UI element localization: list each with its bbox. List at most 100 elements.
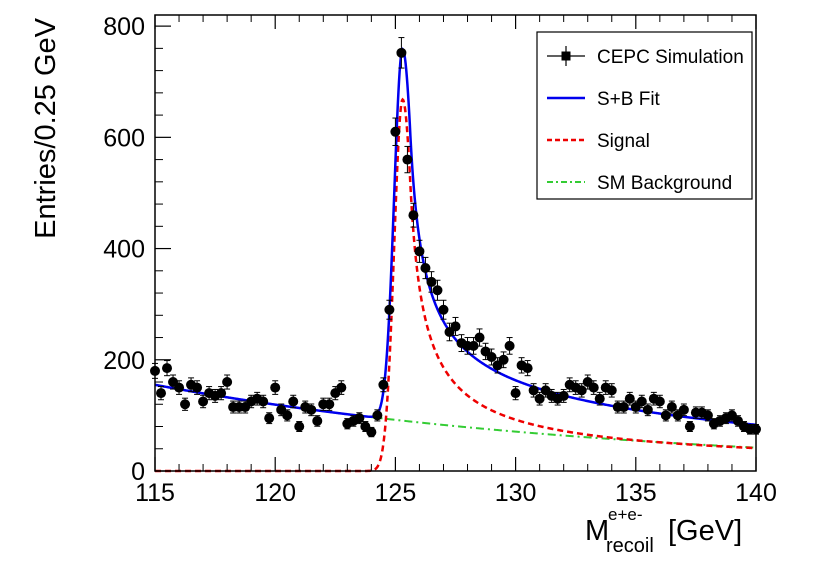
data-point — [576, 383, 587, 398]
data-point — [180, 397, 191, 411]
legend-entry: Signal — [547, 131, 650, 152]
data-point — [264, 412, 275, 425]
data-marker — [576, 385, 587, 396]
data-point — [384, 299, 395, 320]
data-marker — [468, 340, 479, 351]
data-marker — [258, 396, 269, 407]
axes: 115 120 125 130 135 140 0 200 400 600 800 — [103, 13, 777, 507]
data-point — [258, 394, 269, 409]
data-marker — [660, 410, 671, 421]
data-marker — [684, 421, 695, 432]
data-marker — [510, 388, 521, 399]
data-point — [402, 145, 413, 174]
data-point — [558, 388, 569, 403]
data-marker — [702, 410, 713, 421]
y-axis-title: Entries/0.25 GeV — [30, 17, 62, 238]
data-point — [288, 394, 299, 409]
data-point — [678, 403, 689, 417]
data-point — [636, 394, 647, 409]
data-point — [534, 391, 545, 406]
data-marker — [384, 304, 395, 315]
data-marker — [366, 427, 377, 438]
data-point — [468, 337, 479, 355]
data-marker — [618, 402, 629, 413]
data-marker — [378, 379, 389, 390]
data-point — [372, 409, 383, 422]
data-marker — [414, 246, 425, 257]
data-point — [684, 421, 695, 432]
data-marker — [156, 388, 167, 399]
data-marker — [354, 413, 365, 424]
x-tick-label: 140 — [735, 479, 777, 507]
plot-area — [150, 37, 761, 473]
data-point — [498, 351, 509, 369]
data-point — [336, 380, 347, 395]
legend-label: CEPC Simulation — [597, 47, 744, 68]
data-point — [594, 391, 605, 406]
data-point — [366, 426, 377, 438]
data-marker — [486, 352, 497, 362]
legend-entry: SM Background — [547, 173, 732, 194]
data-point — [438, 299, 449, 320]
y-tick-label: 600 — [103, 124, 145, 152]
data-point — [306, 403, 317, 417]
data-point — [474, 328, 485, 347]
x-axis-title-superscript: e+e- — [608, 505, 643, 524]
data-marker — [324, 399, 335, 410]
data-point — [660, 409, 671, 422]
data-point — [414, 239, 425, 263]
data-marker — [636, 396, 647, 407]
legend-marker — [561, 51, 571, 61]
data-point — [156, 386, 167, 401]
data-marker — [474, 332, 485, 343]
x-tick-label: 135 — [615, 479, 657, 507]
data-point — [294, 421, 305, 432]
y-tick-label: 800 — [103, 13, 145, 41]
data-marker — [390, 126, 401, 137]
data-marker — [288, 396, 299, 407]
data-point — [618, 400, 629, 414]
background-curve — [154, 383, 757, 449]
data-marker — [498, 354, 509, 365]
data-marker — [450, 321, 461, 332]
legend-label: S+B Fit — [597, 89, 661, 110]
x-tick-label: 120 — [254, 479, 296, 507]
data-marker — [174, 382, 185, 393]
data-point — [504, 337, 515, 355]
data-marker — [426, 276, 437, 287]
data-marker — [396, 47, 407, 58]
data-marker — [336, 382, 347, 393]
data-point — [588, 380, 599, 395]
data-marker — [282, 410, 293, 421]
data-marker — [594, 393, 605, 404]
data-marker — [420, 263, 431, 274]
data-marker — [438, 304, 449, 315]
data-point — [396, 37, 407, 69]
data-marker — [534, 393, 545, 404]
data-marker — [666, 402, 677, 413]
data-point — [324, 397, 335, 411]
x-tick-label: 115 — [135, 479, 175, 507]
data-point — [162, 360, 173, 377]
data-marker — [180, 399, 191, 410]
legend-entry: CEPC Simulation — [547, 46, 744, 68]
data-point — [420, 256, 431, 280]
data-point — [450, 316, 461, 336]
data-point — [654, 394, 665, 409]
data-marker — [222, 377, 233, 388]
x-axis-title: M e+e- recoil [GeV] — [585, 505, 742, 557]
data-marker — [306, 404, 317, 415]
data-point — [510, 386, 521, 401]
data-marker — [522, 363, 533, 374]
data-point — [528, 383, 539, 398]
data-marker — [588, 382, 599, 393]
x-tick-label: 130 — [495, 479, 537, 507]
x-axis-title-subscript: recoil — [606, 535, 654, 557]
data-marker — [198, 396, 209, 407]
data-point — [426, 271, 437, 293]
data-point — [282, 409, 293, 422]
x-axis-title-unit: [GeV] — [668, 515, 742, 547]
data-marker — [192, 382, 203, 393]
legend: CEPC Simulation S+B Fit Signal SM Backgroun… — [536, 31, 753, 200]
